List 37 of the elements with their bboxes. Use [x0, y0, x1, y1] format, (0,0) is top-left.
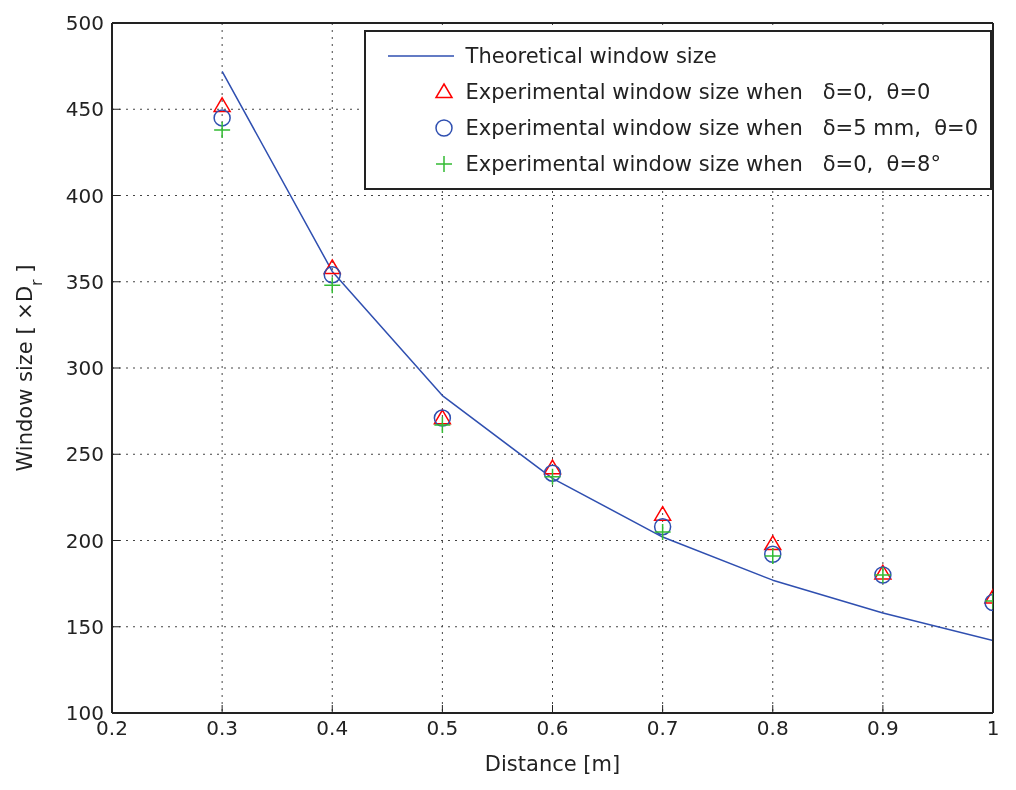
x-tick-label: 0.9: [866, 716, 899, 741]
y-tick-label: 500: [65, 11, 104, 36]
x-tick-label: 0.7: [646, 716, 679, 741]
y-tick-label: 400: [65, 183, 104, 208]
y-tick-label: 200: [65, 528, 104, 553]
x-tick-label: 1: [986, 716, 1000, 741]
point: [653, 505, 672, 521]
point: [543, 467, 562, 486]
point: [653, 517, 672, 536]
legend-label: Experimental window size when δ=5 mm, θ=0: [465, 116, 978, 140]
point: [323, 266, 341, 284]
y-tick-label: 150: [65, 614, 104, 639]
line-series: [221, 70, 993, 642]
y-tick-label: 250: [65, 442, 104, 467]
x-tick-label: 0.3: [206, 716, 239, 741]
point: [213, 121, 231, 139]
point: [213, 97, 231, 113]
x-axis-title: Distance [m]: [484, 752, 621, 776]
y-tick-label: 450: [65, 97, 104, 122]
point: [653, 523, 672, 541]
x-tick-label: 0.6: [536, 716, 569, 741]
x-tick-label: 0.5: [426, 716, 459, 741]
point: [323, 259, 341, 275]
y-tick-label: 350: [65, 269, 104, 294]
legend-label: Theoretical window size: [465, 44, 717, 68]
point: [764, 535, 782, 551]
point: [543, 459, 562, 475]
legend-label: Experimental window size when δ=0, θ=8°: [465, 152, 941, 176]
legend-label: Experimental window size when δ=0, θ=0: [465, 80, 931, 104]
point: [874, 564, 892, 580]
point: [213, 109, 231, 127]
point: [323, 276, 341, 294]
y-tick-label: 300: [65, 356, 104, 381]
point: [543, 464, 562, 482]
x-tick-label: 0.8: [756, 716, 789, 741]
x-tick-label: 0.4: [316, 716, 349, 741]
point: [433, 416, 452, 434]
